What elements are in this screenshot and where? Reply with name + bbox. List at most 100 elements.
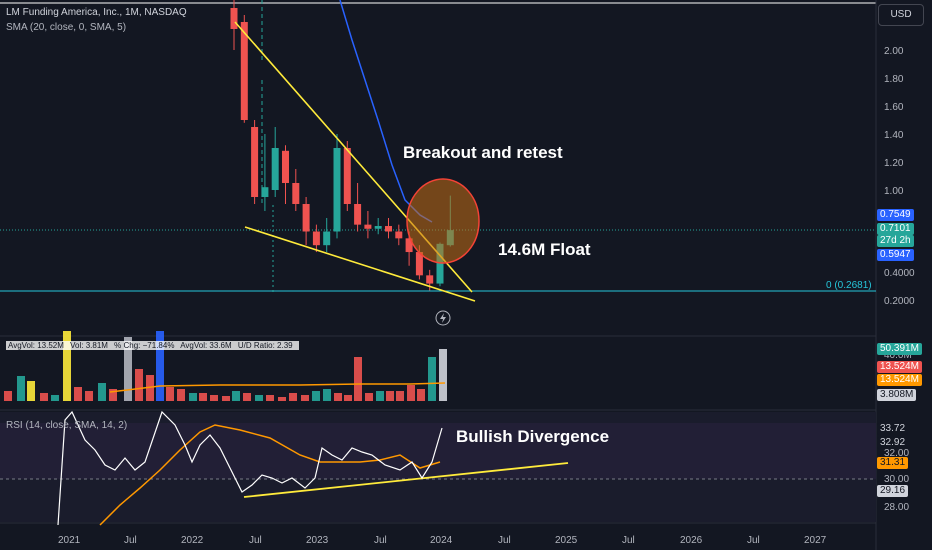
time-tick-label: 2021 xyxy=(58,535,81,546)
volume-bar xyxy=(301,395,309,401)
rsi-axis-ticks: 32.00 30.00 28.00 xyxy=(884,448,909,513)
candle-2022-12 xyxy=(323,231,331,246)
low-price-tag: 0.5947 xyxy=(877,249,914,261)
volume-bar xyxy=(396,391,404,401)
candle-2023-09 xyxy=(415,252,423,276)
volume-bar xyxy=(439,349,447,401)
volume-stat: U/D Ratio: 2.39 xyxy=(237,341,293,350)
volume-bar xyxy=(222,396,230,401)
candle-2022-04 xyxy=(240,22,248,120)
volume-bar xyxy=(27,381,35,401)
volume-axis-label: 40.0M xyxy=(884,350,912,361)
candle-2023-04 xyxy=(364,224,372,229)
candle-2022-09 xyxy=(292,183,300,204)
volume-stat: AvgVol: 33.6M xyxy=(180,341,232,350)
time-tick-label: Jul xyxy=(622,535,635,546)
breakout-annotation[interactable]: Breakout and retest xyxy=(403,143,563,162)
price-tick-label: 1.00 xyxy=(884,186,904,197)
candle-2023-10 xyxy=(426,275,434,284)
time-tick-label: 2026 xyxy=(680,535,703,546)
candle-2022-07 xyxy=(271,148,279,190)
volume-bar xyxy=(344,395,352,401)
volume-tag: 50.391M xyxy=(877,343,922,355)
time-tick-label: 2022 xyxy=(181,535,204,546)
volume-bar xyxy=(109,389,117,401)
chart-title: LM Funding America, Inc., 1M, NASDAQ xyxy=(6,7,187,18)
volume-tag: 13.524M xyxy=(877,374,922,386)
volume-bar xyxy=(428,357,436,401)
rsi-band xyxy=(0,423,876,479)
time-tick-label: 2023 xyxy=(306,535,329,546)
volume-stat: Vol: 3.81M xyxy=(70,341,108,350)
candles xyxy=(230,0,454,291)
volume-bar xyxy=(278,397,286,401)
candle-2023-06 xyxy=(385,226,392,232)
time-tick-label: 2024 xyxy=(430,535,453,546)
rsi-tag: 33.72 xyxy=(877,423,909,435)
price-tick-label: 0.4000 xyxy=(884,268,915,279)
time-tick-label: Jul xyxy=(124,535,137,546)
sma-legend[interactable]: SMA (20, close, 0, SMA, 5) xyxy=(6,22,127,33)
candle-2022-10 xyxy=(302,204,310,232)
volume-bar xyxy=(312,391,320,401)
time-tick-label: Jul xyxy=(747,535,760,546)
volume-bar xyxy=(376,391,384,401)
candle-2023-01 xyxy=(333,148,341,232)
retest-circle[interactable] xyxy=(406,178,480,264)
rsi-tag: 29.16 xyxy=(877,485,909,497)
volume-bar xyxy=(135,369,143,401)
currency-button[interactable]: USD xyxy=(878,4,924,26)
candle-2022-11 xyxy=(312,231,320,246)
time-tick-label: 2025 xyxy=(555,535,578,546)
rsi-trendline[interactable] xyxy=(243,462,569,498)
volume-bar xyxy=(266,395,274,401)
time-tick-label: Jul xyxy=(498,535,511,546)
rsi-legend[interactable]: RSI (14, close, SMA, 14, 2) xyxy=(6,420,128,431)
lightning-icon[interactable] xyxy=(435,310,451,326)
candle-2023-05 xyxy=(374,226,382,229)
candle-2022-03 xyxy=(230,8,238,29)
volume-bar xyxy=(386,391,394,401)
volume-bar xyxy=(417,389,425,401)
candle-2023-03 xyxy=(354,204,362,225)
volume-stat: AvgVol: 13.52M xyxy=(8,341,64,350)
volume-bar xyxy=(40,393,48,401)
time-axis: 2021 Jul 2022 Jul 2023 Jul 2024 Jul 2025… xyxy=(58,535,827,546)
candle-2023-08 xyxy=(405,238,413,253)
time-tick-label: Jul xyxy=(374,535,387,546)
volume-bar xyxy=(255,395,263,401)
time-tick-label: Jul xyxy=(249,535,262,546)
volume-bar xyxy=(85,391,93,401)
rsi-line xyxy=(57,410,443,526)
volume-bar xyxy=(323,389,331,401)
volume-bar xyxy=(4,391,12,401)
price-tick-label: 1.60 xyxy=(884,102,904,113)
divergence-annotation[interactable]: Bullish Divergence xyxy=(456,427,610,446)
volume-bar xyxy=(289,393,297,401)
volume-bar xyxy=(51,395,59,401)
volume-bar xyxy=(166,387,174,401)
rsi-tag: 32.92 xyxy=(877,437,909,449)
horizontal-line-label: 0 (0.2681) xyxy=(826,280,872,291)
volume-bar xyxy=(199,393,207,401)
lower-trendline[interactable] xyxy=(244,226,476,302)
volume-bar xyxy=(74,387,82,401)
rsi-tick-label: 28.00 xyxy=(884,502,909,513)
float-annotation[interactable]: 14.6M Float xyxy=(498,240,591,259)
price-tick-label: 2.00 xyxy=(884,46,904,57)
rsi-tick-label: 30.00 xyxy=(884,474,909,485)
last-price-tag: 0.7101 xyxy=(877,223,914,235)
candle-2022-06 xyxy=(261,187,269,197)
volume-tag: 13.524M xyxy=(877,361,922,373)
volume-ma-line xyxy=(109,382,446,393)
volume-bar xyxy=(334,393,342,401)
volume-stats: AvgVol: 13.52M Vol: 3.81M % Chg: −71.84%… xyxy=(6,341,299,350)
countdown-tag: 27d 2h xyxy=(877,235,914,247)
volume-bar xyxy=(63,331,71,401)
price-tick-label: 0.2000 xyxy=(884,296,915,307)
rsi-ma-line xyxy=(99,424,441,526)
volume-bars xyxy=(4,331,447,401)
candle-2022-05 xyxy=(251,127,259,197)
grid xyxy=(0,0,877,550)
